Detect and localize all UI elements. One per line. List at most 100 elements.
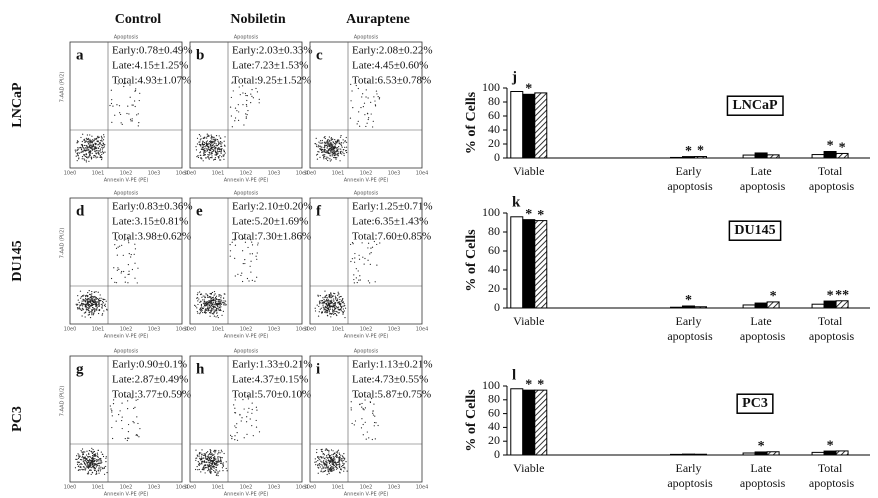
event-dot [208, 464, 210, 466]
event-dot [88, 313, 90, 316]
event-dot [330, 142, 332, 144]
event-dot [221, 302, 223, 304]
event-dot [81, 303, 83, 305]
event-dot [341, 146, 343, 148]
x-tick-label: 10e2 [120, 485, 133, 491]
event-dot [365, 438, 367, 440]
event-dot [377, 424, 379, 427]
event-dot [96, 461, 98, 463]
event-dot [207, 135, 210, 137]
event-dot [202, 147, 204, 149]
event-dot [211, 453, 213, 455]
event-dot [226, 470, 228, 472]
event-dot [137, 267, 139, 269]
event-dot [203, 465, 205, 468]
event-dot [215, 134, 218, 137]
event-dot [75, 151, 77, 153]
event-dot [81, 463, 83, 466]
event-dot [128, 273, 130, 275]
event-dot [344, 466, 346, 468]
event-dot [327, 470, 329, 472]
event-dot [335, 451, 337, 453]
event-dot [199, 141, 201, 143]
event-dot [88, 467, 90, 469]
event-dot [256, 258, 258, 260]
event-dot [340, 306, 343, 308]
event-dot [337, 294, 339, 296]
event-dot [80, 151, 82, 153]
event-dot [323, 454, 325, 456]
event-dot [325, 448, 327, 450]
event-dot [316, 145, 318, 148]
event-dot [350, 401, 352, 403]
event-dot [223, 144, 226, 146]
event-dot [97, 303, 99, 305]
event-dot [100, 466, 102, 468]
panel-stat: Total:4.93±1.07% [112, 75, 191, 87]
event-dot [328, 472, 330, 475]
event-dot [340, 459, 342, 461]
event-dot [339, 305, 342, 307]
event-dot [331, 454, 333, 456]
event-dot [374, 415, 376, 417]
event-dot [325, 459, 327, 461]
bar [682, 453, 695, 456]
event-dot [318, 311, 320, 313]
event-dot [203, 464, 205, 467]
event-dot [101, 453, 103, 455]
event-dot [342, 465, 344, 467]
panel-stat: Total:3.98±0.62% [112, 231, 191, 243]
event-dot [316, 304, 318, 306]
event-dot [342, 457, 345, 459]
event-dot [102, 455, 105, 458]
event-dot [209, 296, 211, 298]
event-dot [335, 305, 337, 308]
event-dot [200, 306, 203, 308]
event-dot [208, 157, 210, 159]
event-dot [210, 148, 212, 150]
event-dot [232, 81, 234, 83]
event-dot [89, 456, 92, 458]
event-dot [196, 137, 199, 139]
event-dot [344, 307, 347, 309]
event-dot [91, 310, 93, 312]
column-header: Nobiletin [230, 12, 285, 27]
event-dot [128, 437, 130, 439]
event-dot [84, 451, 86, 453]
event-dot [100, 151, 102, 154]
event-dot [318, 305, 320, 308]
event-dot [342, 311, 344, 313]
event-dot [87, 295, 89, 297]
event-dot [204, 154, 206, 156]
event-dot [197, 155, 199, 157]
event-dot [210, 135, 213, 138]
event-dot [134, 406, 136, 408]
event-dot [129, 96, 131, 98]
event-dot [221, 462, 223, 464]
event-dot [333, 458, 335, 460]
event-dot [209, 309, 211, 311]
event-dot [328, 305, 331, 308]
event-dot [96, 301, 98, 303]
x-tick-label: Early apoptosis [664, 164, 713, 193]
event-dot [82, 308, 85, 310]
event-dot [214, 457, 216, 459]
event-dot [324, 136, 326, 138]
event-dot [216, 473, 218, 475]
event-dot [242, 104, 244, 106]
event-dot [206, 140, 209, 142]
x-tick-label: 10e2 [120, 171, 133, 177]
event-dot [83, 147, 85, 149]
event-dot [118, 413, 120, 416]
event-dot [337, 312, 339, 314]
event-dot [220, 143, 222, 145]
event-dot [200, 135, 202, 137]
panel-stat: Total:5.87±0.75% [352, 389, 431, 401]
y-tick-label: 40 [488, 262, 500, 276]
event-dot [201, 461, 203, 463]
event-dot [220, 151, 222, 153]
event-dot [229, 244, 231, 246]
event-dot [344, 316, 346, 319]
event-dot [209, 156, 211, 159]
event-dot [210, 137, 212, 139]
